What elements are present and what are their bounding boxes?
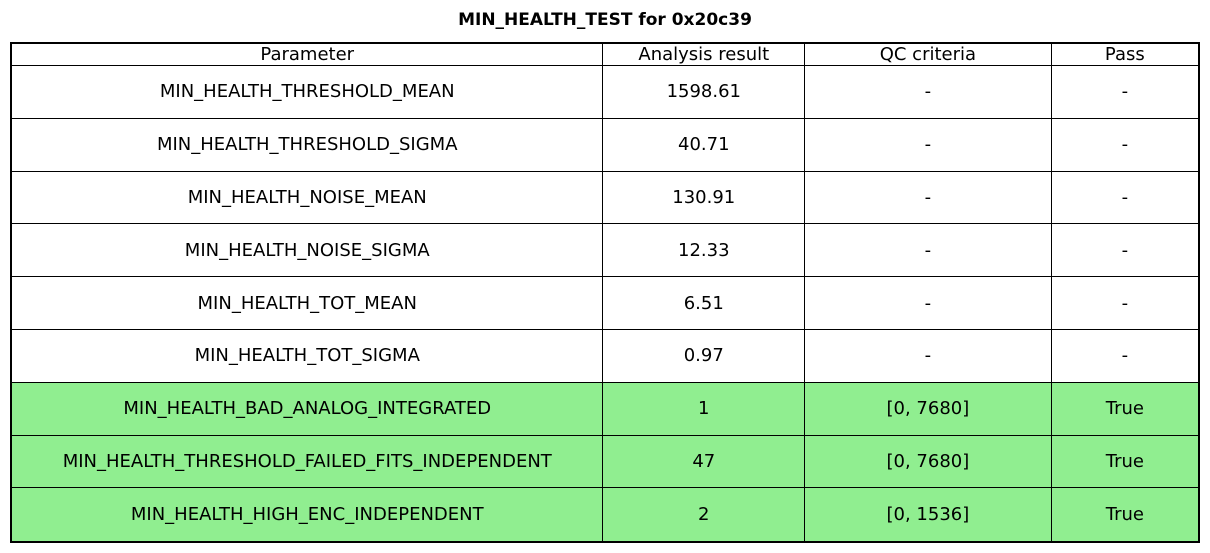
analysis-result-cell: 130.91 <box>602 170 806 225</box>
analysis-result-cell: 0.97 <box>602 328 806 383</box>
table-row: MIN_HEALTH_THRESHOLD_FAILED_FITS_INDEPEN… <box>10 434 1200 489</box>
column-header-qc-criteria: QC criteria <box>804 42 1052 66</box>
pass-cell: - <box>1050 328 1200 383</box>
analysis-result-cell: 40.71 <box>602 117 806 172</box>
parameter-cell: MIN_HEALTH_TOT_MEAN <box>10 276 604 330</box>
qc-criteria-cell: - <box>804 170 1052 225</box>
parameter-cell: MIN_HEALTH_NOISE_MEAN <box>10 170 604 225</box>
analysis-result-cell: 47 <box>602 434 806 489</box>
analysis-result-cell: 1598.61 <box>602 65 806 119</box>
qc-criteria-cell: [0, 7680] <box>804 434 1052 489</box>
qc-criteria-cell: [0, 1536] <box>804 487 1052 543</box>
pass-cell: - <box>1050 276 1200 330</box>
qc-criteria-cell: - <box>804 223 1052 278</box>
table-row: MIN_HEALTH_NOISE_SIGMA 12.33 - - <box>10 223 1200 278</box>
table-row: MIN_HEALTH_HIGH_ENC_INDEPENDENT 2 [0, 15… <box>10 487 1200 543</box>
pass-cell: - <box>1050 117 1200 172</box>
parameter-cell: MIN_HEALTH_BAD_ANALOG_INTEGRATED <box>10 381 604 436</box>
table-row: MIN_HEALTH_TOT_SIGMA 0.97 - - <box>10 328 1200 383</box>
header-row: Parameter Analysis result QC criteria Pa… <box>10 42 1200 66</box>
pass-cell: True <box>1050 381 1200 436</box>
table-row: MIN_HEALTH_TOT_MEAN 6.51 - - <box>10 276 1200 330</box>
pass-cell: - <box>1050 223 1200 278</box>
analysis-result-cell: 6.51 <box>602 276 806 330</box>
qc-criteria-cell: - <box>804 328 1052 383</box>
qc-criteria-cell: - <box>804 117 1052 172</box>
parameter-cell: MIN_HEALTH_NOISE_SIGMA <box>10 223 604 278</box>
column-header-parameter: Parameter <box>10 42 604 66</box>
table-row: MIN_HEALTH_NOISE_MEAN 130.91 - - <box>10 170 1200 225</box>
pass-cell: True <box>1050 487 1200 543</box>
table-body: MIN_HEALTH_THRESHOLD_MEAN 1598.61 - - MI… <box>10 65 1200 543</box>
qc-criteria-cell: - <box>804 65 1052 119</box>
table-header: Parameter Analysis result QC criteria Pa… <box>10 42 1200 66</box>
page-title: MIN_HEALTH_TEST for 0x20c39 <box>458 10 752 30</box>
table-row: MIN_HEALTH_THRESHOLD_SIGMA 40.71 - - <box>10 117 1200 172</box>
parameter-cell: MIN_HEALTH_THRESHOLD_MEAN <box>10 65 604 119</box>
qc-criteria-cell: [0, 7680] <box>804 381 1052 436</box>
analysis-result-cell: 2 <box>602 487 806 543</box>
parameter-cell: MIN_HEALTH_HIGH_ENC_INDEPENDENT <box>10 487 604 543</box>
analysis-result-cell: 12.33 <box>602 223 806 278</box>
qc-results-table: Parameter Analysis result QC criteria Pa… <box>10 42 1200 543</box>
analysis-result-cell: 1 <box>602 381 806 436</box>
column-header-pass: Pass <box>1050 42 1200 66</box>
pass-cell: True <box>1050 434 1200 489</box>
parameter-cell: MIN_HEALTH_THRESHOLD_FAILED_FITS_INDEPEN… <box>10 434 604 489</box>
pass-cell: - <box>1050 65 1200 119</box>
column-header-analysis-result: Analysis result <box>602 42 806 66</box>
parameter-cell: MIN_HEALTH_TOT_SIGMA <box>10 328 604 383</box>
qc-criteria-cell: - <box>804 276 1052 330</box>
table-row: MIN_HEALTH_THRESHOLD_MEAN 1598.61 - - <box>10 65 1200 119</box>
table-row: MIN_HEALTH_BAD_ANALOG_INTEGRATED 1 [0, 7… <box>10 381 1200 436</box>
parameter-cell: MIN_HEALTH_THRESHOLD_SIGMA <box>10 117 604 172</box>
pass-cell: - <box>1050 170 1200 225</box>
